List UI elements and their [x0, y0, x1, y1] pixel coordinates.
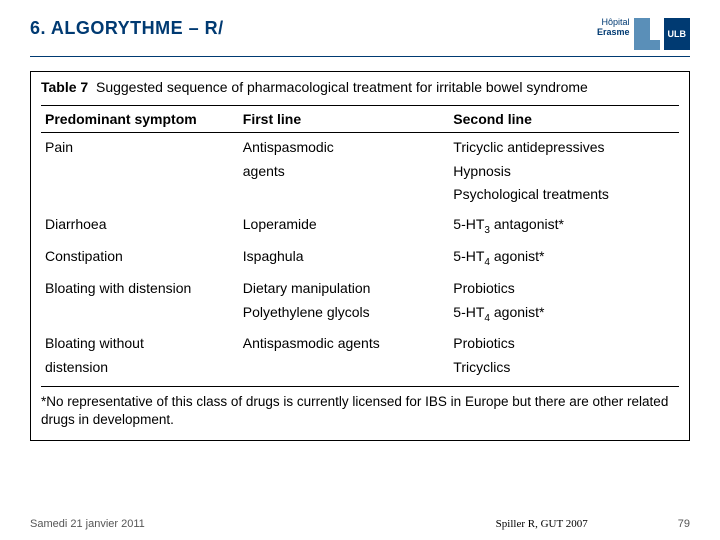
hospital-logo-icon [634, 18, 660, 50]
footer: Samedi 21 janvier 2011 Spiller R, GUT 20… [30, 518, 690, 530]
divider [30, 56, 690, 57]
col-header: Second line [449, 105, 679, 132]
cell: Antispasmodic agents [239, 329, 450, 386]
table-row: Diarrhoea Loperamide 5-HT3 antagonist* [41, 210, 679, 242]
cell: Constipation [41, 242, 239, 274]
col-header: Predominant symptom [41, 105, 239, 132]
cell: Bloating withoutdistension [41, 329, 239, 386]
cell: Bloating with distension [41, 274, 239, 330]
cell: Diarrhoea [41, 210, 239, 242]
cell: Antispasmodicagents [239, 132, 450, 210]
caption-text: Suggested sequence of pharmacological tr… [96, 79, 588, 95]
table-caption: Table 7 Suggested sequence of pharmacolo… [41, 78, 679, 97]
cell: Pain [41, 132, 239, 210]
cell: Probiotics5-HT4 agonist* [449, 274, 679, 330]
cell: 5-HT4 agonist* [449, 242, 679, 274]
cell: Dietary manipulationPolyethylene glycols [239, 274, 450, 330]
cell: 5-HT3 antagonist* [449, 210, 679, 242]
slide-title: 6. ALGORYTHME – R/ [30, 18, 224, 39]
logos: Hôpital Erasme ULB [597, 18, 690, 50]
treatment-table: Predominant symptom First line Second li… [41, 105, 679, 387]
table-header-row: Predominant symptom First line Second li… [41, 105, 679, 132]
footer-date: Samedi 21 janvier 2011 [30, 518, 145, 530]
table-container: Table 7 Suggested sequence of pharmacolo… [30, 71, 690, 441]
cell: Ispaghula [239, 242, 450, 274]
cell: ProbioticsTricyclics [449, 329, 679, 386]
ulb-logo: ULB [664, 18, 691, 50]
footer-page: 79 [678, 518, 690, 530]
table-footnote: *No representative of this class of drug… [41, 393, 679, 429]
header: 6. ALGORYTHME – R/ Hôpital Erasme ULB [30, 18, 690, 50]
caption-label: Table 7 [41, 79, 88, 95]
table-row: Bloating with distension Dietary manipul… [41, 274, 679, 330]
table-row: Bloating withoutdistension Antispasmodic… [41, 329, 679, 386]
cell: Loperamide [239, 210, 450, 242]
hospital-logo-text: Hôpital Erasme [597, 18, 630, 38]
table-row: Constipation Ispaghula 5-HT4 agonist* [41, 242, 679, 274]
footer-citation: Spiller R, GUT 2007 [496, 518, 588, 530]
table-row: Pain Antispasmodicagents Tricyclic antid… [41, 132, 679, 210]
cell: Tricyclic antidepressivesHypnosisPsychol… [449, 132, 679, 210]
col-header: First line [239, 105, 450, 132]
